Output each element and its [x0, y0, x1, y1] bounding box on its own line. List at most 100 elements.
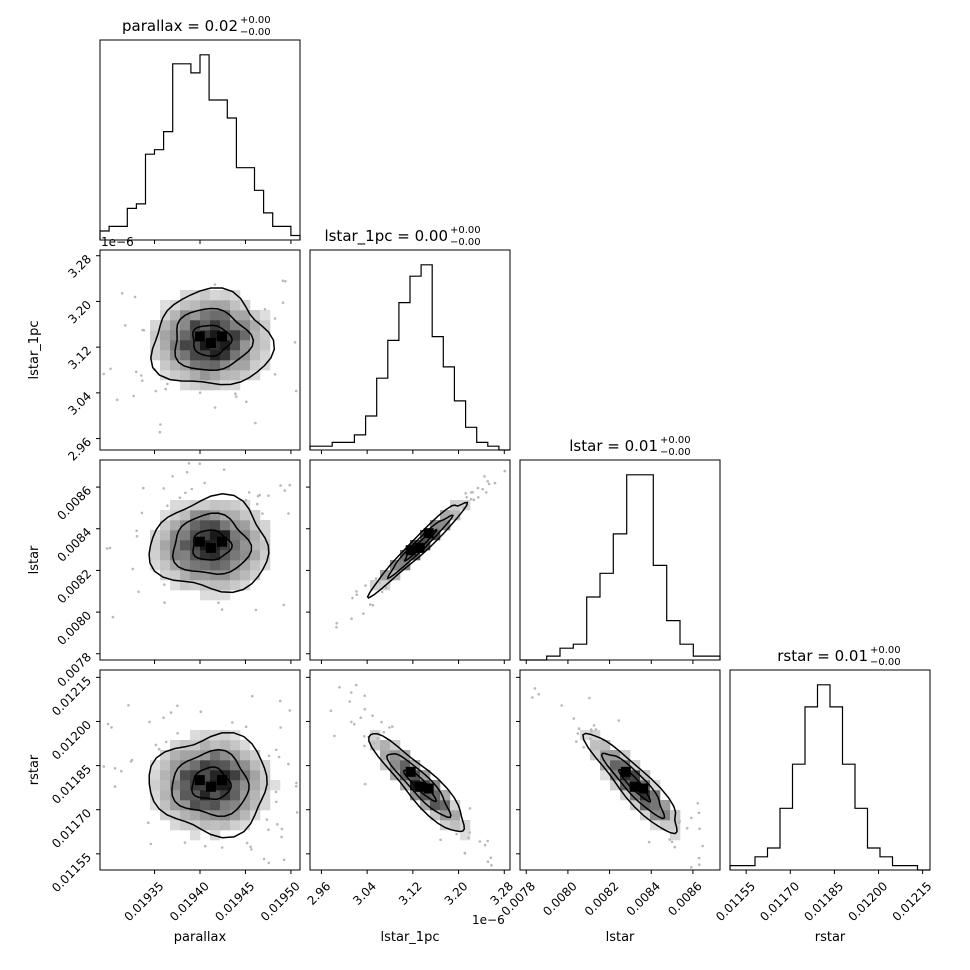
density-cell	[170, 790, 181, 801]
panel-rstar-rstar	[729, 669, 931, 874]
sample-point	[490, 864, 493, 867]
density-cell	[220, 800, 231, 811]
density-cell	[240, 550, 251, 561]
density-cell	[200, 500, 211, 511]
sample-point	[199, 710, 203, 713]
x-tick-label: 0.01935	[121, 879, 166, 924]
density-cell	[230, 810, 241, 821]
sample-point	[351, 596, 354, 600]
density-cell	[160, 550, 171, 561]
contour-level-3	[148, 731, 268, 839]
density-cell	[200, 560, 211, 571]
density-cell	[260, 320, 271, 331]
sample-point	[592, 724, 596, 727]
density-cell	[210, 370, 221, 381]
title-text: lstar_1pc = 0.00	[324, 227, 448, 246]
density-cell	[170, 520, 181, 531]
sample-point	[251, 694, 254, 698]
density-cell	[220, 780, 231, 791]
density-cell	[200, 760, 211, 771]
density-cell	[660, 800, 671, 811]
density-cell	[230, 290, 241, 301]
density-cell	[230, 780, 241, 791]
sample-point	[670, 840, 674, 844]
sample-point	[142, 486, 145, 490]
density-cell	[210, 500, 221, 511]
sample-point	[472, 498, 476, 502]
sample-point	[135, 535, 139, 538]
sample-point	[147, 821, 150, 824]
x-axis-label-parallax: parallax	[174, 930, 227, 945]
sample-point	[280, 827, 284, 831]
density-cell	[220, 570, 231, 581]
density-cell	[260, 520, 271, 531]
sample-point	[164, 740, 168, 744]
sample-point	[359, 716, 363, 719]
contour-level-2	[171, 748, 250, 817]
density-cell	[190, 830, 201, 841]
density-cell	[590, 750, 601, 761]
y-tick-label: 2.96	[65, 435, 94, 464]
density-cell	[230, 500, 241, 511]
sample-point	[154, 743, 158, 747]
density-cell	[240, 750, 251, 761]
x-axis-label-lstar: lstar	[606, 930, 635, 945]
sample-point	[384, 586, 388, 589]
histogram-parallax	[99, 54, 301, 240]
sample-point	[588, 696, 591, 700]
sample-point	[134, 370, 138, 374]
sample-point	[594, 728, 598, 731]
density-cell	[400, 550, 411, 561]
density-cell	[220, 820, 231, 831]
panel-lstar-lstar	[519, 459, 721, 664]
density-cell	[190, 360, 201, 371]
density-cell	[600, 760, 611, 771]
density-peak	[194, 331, 205, 342]
sample-point	[647, 840, 651, 844]
sample-point	[350, 617, 353, 620]
density-peak	[194, 536, 205, 547]
density-cell	[180, 780, 191, 791]
density-cell	[190, 800, 201, 811]
density-cell	[400, 760, 411, 771]
sample-point	[127, 704, 130, 707]
sample-point	[198, 462, 201, 466]
sample-point	[362, 612, 365, 615]
density-cell	[230, 530, 241, 541]
sample-point	[617, 719, 621, 722]
density-cell	[210, 570, 221, 581]
sample-point	[250, 848, 253, 851]
sample-point	[576, 732, 580, 735]
density-cell	[460, 820, 471, 831]
density-cell	[640, 770, 651, 781]
density-cell	[170, 550, 181, 561]
sample-point	[124, 324, 127, 327]
sample-point	[489, 856, 493, 859]
sample-point	[267, 861, 271, 865]
contour-level-3	[368, 732, 466, 833]
density-cell	[230, 750, 241, 761]
density-cell	[240, 800, 251, 811]
density-cell	[260, 310, 271, 321]
sample-point	[277, 755, 281, 759]
density-peak	[217, 536, 227, 547]
sample-point	[350, 691, 353, 694]
density-cell	[180, 540, 191, 551]
density-cell	[180, 770, 191, 781]
density-cell	[260, 550, 271, 561]
density-cell	[150, 560, 161, 571]
density-cell	[200, 750, 211, 761]
density-cell	[180, 350, 191, 361]
contour-level-2	[171, 512, 253, 575]
sample-point	[245, 841, 249, 845]
sample-point	[275, 800, 278, 804]
sample-point	[149, 842, 153, 846]
sample-point	[120, 292, 124, 295]
sample-point	[267, 494, 270, 498]
density-cell	[240, 810, 251, 821]
density-cell	[180, 530, 191, 541]
sample-point	[234, 395, 238, 398]
density-cell	[260, 340, 271, 351]
sample-point	[380, 720, 383, 724]
y-tick-label: 0.01185	[49, 762, 94, 807]
